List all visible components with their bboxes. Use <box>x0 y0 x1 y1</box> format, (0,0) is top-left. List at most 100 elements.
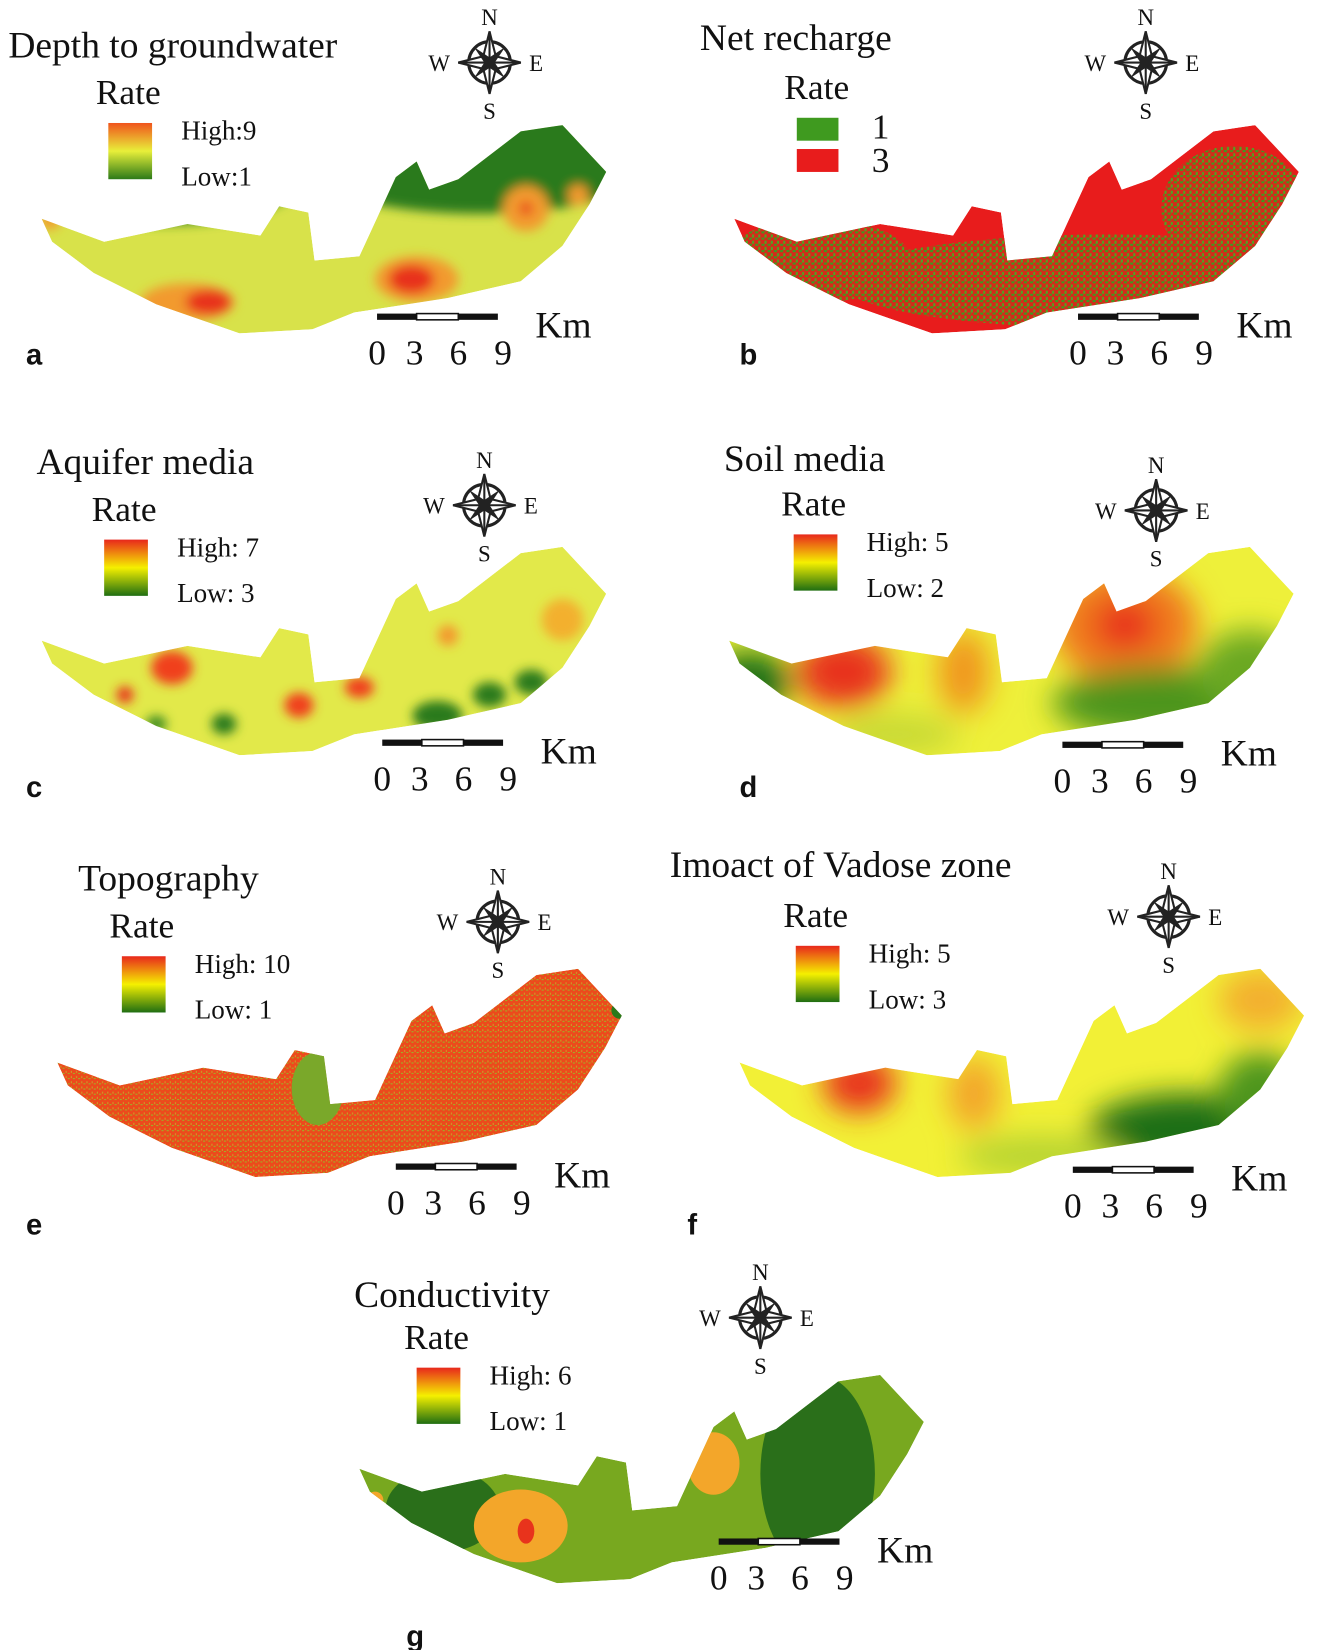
panel-title: Imoact of Vadose zone <box>670 845 1012 886</box>
legend-label: High: 7 <box>177 532 259 562</box>
legend-title: Rate <box>404 1317 469 1357</box>
scale-label: 3 <box>747 1558 765 1598</box>
scale-segment <box>1102 742 1144 748</box>
scale-segment <box>1159 314 1199 320</box>
compass-w: W <box>699 1306 721 1331</box>
scale-segment <box>1062 742 1102 748</box>
scale-label: 6 <box>468 1183 486 1223</box>
compass-w: W <box>1107 905 1129 930</box>
scale-label: 6 <box>1145 1186 1163 1226</box>
map-zone <box>515 670 548 695</box>
scale-bar: 0369Km <box>387 1155 610 1222</box>
scale-label: 9 <box>499 759 517 799</box>
compass-e: E <box>529 51 543 76</box>
map-zone <box>797 635 891 708</box>
legend-label: Low: 1 <box>490 1406 567 1436</box>
panel-letter: g <box>406 1621 424 1650</box>
legend-label: Low: 3 <box>177 578 254 608</box>
compass-n: N <box>476 448 493 473</box>
scale-segment <box>463 740 503 746</box>
legend-label: Low: 1 <box>195 995 272 1025</box>
scale-label: 9 <box>1180 761 1198 801</box>
scale-unit: Km <box>535 306 591 347</box>
compass-w: W <box>428 51 450 76</box>
map-zone <box>1219 969 1302 1031</box>
scale-label: 0 <box>387 1183 405 1223</box>
scale-label: 3 <box>1107 333 1125 373</box>
panel-letter: f <box>687 1209 697 1241</box>
scale-label: 0 <box>368 333 386 373</box>
map-zone <box>437 625 458 646</box>
panel-title: Depth to groundwater <box>8 25 337 66</box>
map-zone <box>412 701 462 730</box>
map-panel: Net rechargeRate13NSWE0369Kmb <box>700 5 1328 373</box>
map-zone <box>708 651 791 713</box>
map-panel: Imoact of Vadose zoneRateHigh: 5Low: 3NS… <box>670 845 1304 1241</box>
scale-segment <box>719 1538 759 1544</box>
scale-segment <box>458 314 498 320</box>
compass-e: E <box>1208 905 1222 930</box>
scale-label: 6 <box>455 759 473 799</box>
scale-label: 6 <box>1150 333 1168 373</box>
scale-label: 9 <box>1190 1186 1208 1226</box>
compass-w: W <box>423 494 445 519</box>
compass-s: S <box>491 958 504 983</box>
legend-label: Low:1 <box>181 161 252 191</box>
map-zone <box>833 714 958 756</box>
scale-segment <box>1073 1167 1113 1173</box>
compass-n: N <box>481 5 498 30</box>
map-zone <box>1094 599 1156 651</box>
legend-title: Rate <box>92 489 157 529</box>
compass-e: E <box>524 494 538 519</box>
scale-unit: Km <box>877 1530 933 1571</box>
map-zone <box>1161 146 1307 271</box>
legend-label: Low: 3 <box>869 984 946 1014</box>
compass-n: N <box>490 864 507 889</box>
compass-e: E <box>1196 499 1210 524</box>
panel-title: Conductivity <box>354 1275 550 1316</box>
compass-e: E <box>537 910 551 935</box>
legend-swatch <box>794 534 838 590</box>
scale-label: 3 <box>406 333 424 373</box>
scale-segment <box>1144 742 1184 748</box>
scale-label: 0 <box>1064 1186 1082 1226</box>
compass-s: S <box>478 541 491 566</box>
scale-segment <box>1078 314 1118 320</box>
compass: N S W E <box>423 448 538 567</box>
map-zone <box>31 130 302 224</box>
compass-w: W <box>1095 499 1117 524</box>
map-zone <box>948 1057 1000 1130</box>
scale-unit: Km <box>541 732 597 773</box>
scale-label: 3 <box>424 1183 442 1223</box>
legend-swatch <box>796 946 840 1002</box>
scale-label: 0 <box>373 759 391 799</box>
scale-segment <box>435 1164 477 1170</box>
compass: NSWE <box>1085 5 1200 124</box>
map-zone <box>1198 630 1302 713</box>
map-zone <box>473 682 506 707</box>
map-zone <box>611 1002 628 1019</box>
scale-segment <box>417 314 459 320</box>
map-zone <box>823 1054 896 1112</box>
compass: NSWE <box>1107 859 1222 978</box>
scale-label: 0 <box>1069 333 1087 373</box>
legend-label: Low: 2 <box>867 573 944 603</box>
compass-w: W <box>437 910 459 935</box>
panel-letter: b <box>740 340 758 372</box>
map-zone <box>937 630 989 713</box>
compass-s: S <box>483 99 496 124</box>
legend-title: Rate <box>96 72 161 112</box>
map-zone <box>568 184 589 205</box>
scale-label: 9 <box>836 1558 854 1598</box>
legend-label: High: 5 <box>867 527 949 557</box>
map-zone <box>211 714 236 735</box>
